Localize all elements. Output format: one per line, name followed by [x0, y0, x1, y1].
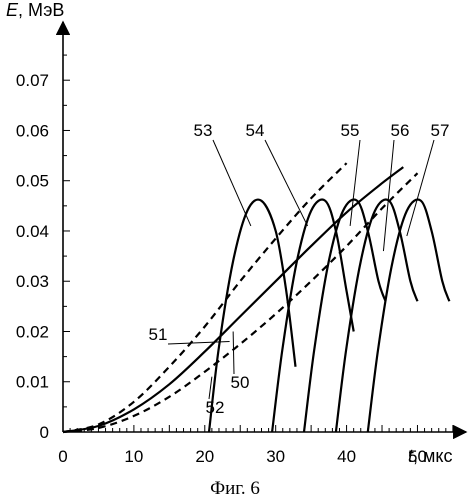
leader-55	[349, 139, 361, 227]
leader-50	[232, 331, 235, 375]
x-tick-label: 40	[337, 447, 356, 466]
curve-label-50: 50	[231, 373, 250, 392]
curve-label-57: 57	[431, 121, 450, 140]
curve-50	[62, 166, 404, 434]
x-axis-unit: , мкс	[413, 446, 452, 466]
leader-57	[406, 139, 435, 237]
y-axis-unit: , МэВ	[18, 0, 64, 20]
axes	[55, 20, 468, 440]
y-tick-label: 0.05	[16, 172, 49, 191]
label-leaders	[167, 139, 435, 400]
leader-53	[212, 139, 252, 227]
x-tick-label: 30	[266, 447, 285, 466]
curve-56	[334, 198, 419, 433]
y-tick-label: 0.06	[16, 121, 49, 140]
curve-53	[207, 198, 297, 433]
y-tick-label: 0	[40, 423, 49, 442]
x-tick-label: 10	[124, 447, 143, 466]
figure-caption: Фиг. 6	[210, 478, 260, 499]
x-tick-label: 0	[58, 447, 67, 466]
leader-52	[208, 376, 213, 400]
curve-54	[271, 198, 355, 433]
curve-label-56: 56	[391, 121, 410, 140]
x-tick-label: 20	[195, 447, 214, 466]
curve-label-53: 53	[194, 121, 213, 140]
curve-label-55: 55	[341, 121, 360, 140]
tick-labels: 0 10 20 30 40 50 0 0.01 0.02 0.03 0.04 0.05 0.06 0.07	[16, 71, 427, 466]
y-tick-label: 0.01	[16, 373, 49, 392]
curve-label-51: 51	[149, 325, 168, 344]
curve-51	[62, 162, 348, 434]
curve-55	[302, 198, 387, 433]
leader-51	[167, 341, 230, 345]
y-tick-label: 0.07	[16, 71, 49, 90]
leader-54	[264, 139, 309, 227]
curves	[62, 162, 451, 434]
curve-labels: 50 51 52 53 54 55 56 57	[149, 121, 450, 417]
curve-label-52: 52	[206, 398, 225, 417]
x-axis-title: t, мкс	[408, 446, 452, 466]
curve-52	[62, 172, 419, 434]
x-axis-var: t	[408, 446, 414, 466]
y-tick-label: 0.02	[16, 322, 49, 341]
y-axis-var: E	[6, 0, 19, 20]
curve-label-54: 54	[246, 121, 265, 140]
x-tick-label: 50	[408, 447, 427, 466]
y-tick-label: 0.03	[16, 272, 49, 291]
leader-56	[382, 139, 395, 252]
y-axis-title: E, МэВ	[6, 0, 64, 20]
curve-57	[366, 198, 451, 433]
y-tick-label: 0.04	[16, 222, 49, 241]
